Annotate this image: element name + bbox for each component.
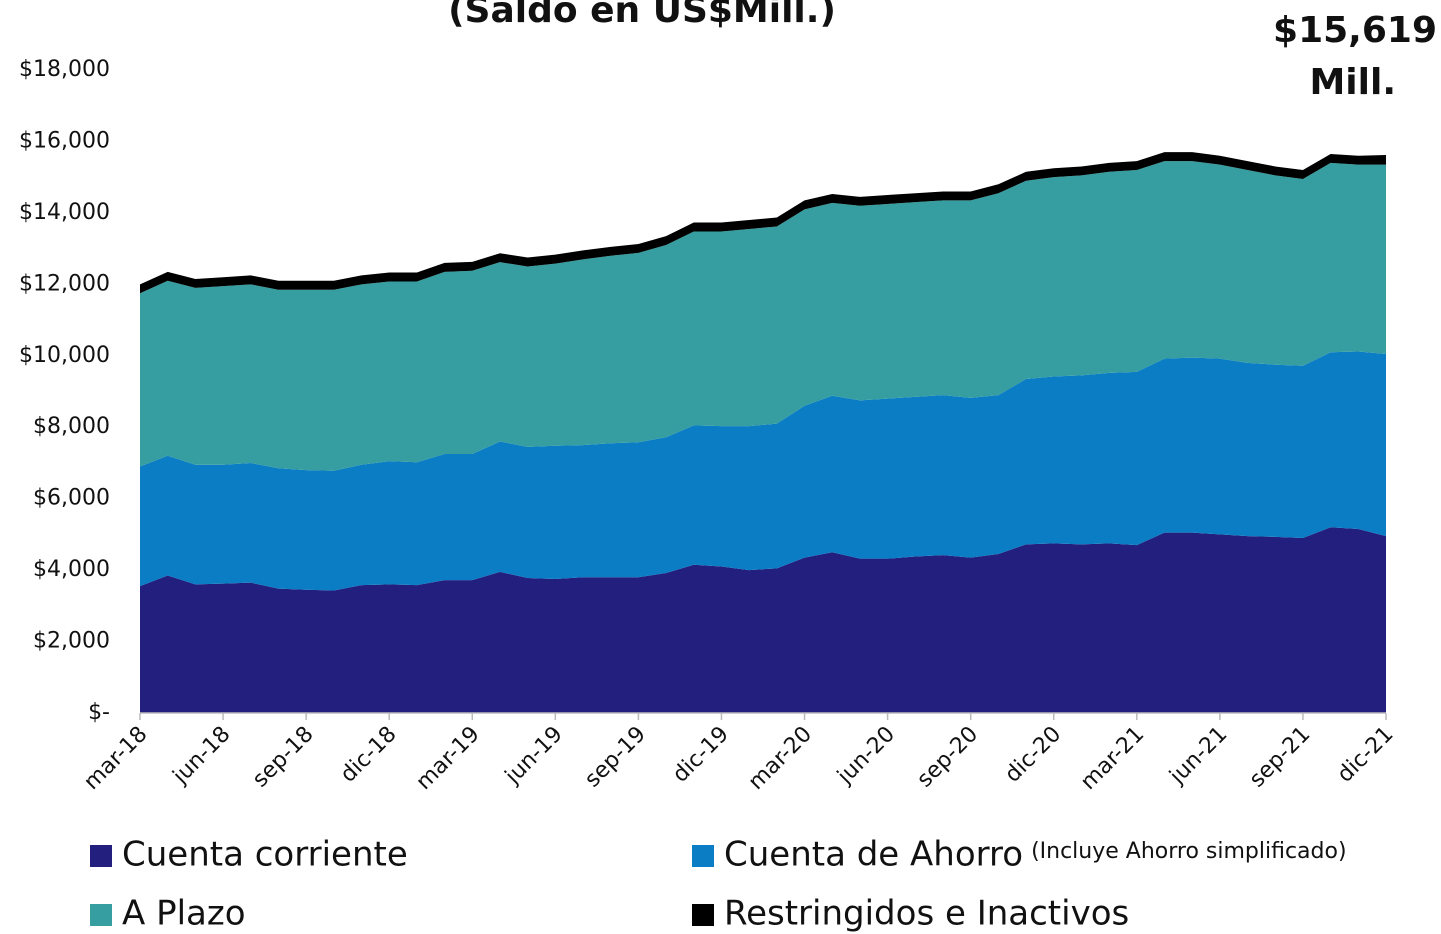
- x-tick-label: sep-20: [913, 722, 984, 793]
- y-tick-label: $16,000: [19, 128, 110, 153]
- area: [140, 527, 1386, 713]
- y-tick-label: $14,000: [19, 200, 110, 225]
- y-tick-label: $8,000: [33, 414, 110, 439]
- x-tick-label: dic-18: [336, 722, 402, 788]
- annotation: Mill.: [1309, 62, 1396, 103]
- y-tick-label: $-: [88, 700, 110, 725]
- legend-swatch: [90, 904, 112, 926]
- y-tick-label: $4,000: [33, 557, 110, 582]
- legend-label: Restringidos e Inactivos: [724, 894, 1129, 934]
- y-tick-label: $2,000: [33, 629, 110, 654]
- legend-label: Cuenta de Ahorro: [724, 835, 1023, 875]
- annotation: $15,619: [1273, 10, 1437, 51]
- legend-swatch: [692, 845, 714, 867]
- x-tick-label: dic-21: [1333, 722, 1399, 788]
- x-tick-label: mar-21: [1076, 722, 1149, 795]
- x-tick-label: jun-19: [500, 722, 568, 790]
- legend-label: A Plazo: [122, 894, 246, 934]
- x-tick-label: sep-19: [580, 722, 651, 793]
- x-tick-label: sep-18: [248, 722, 319, 793]
- area: [140, 161, 1386, 471]
- y-tick-label: $12,000: [19, 271, 110, 296]
- x-tick-label: dic-19: [668, 722, 734, 788]
- x-tick-label: jun-21: [1165, 722, 1233, 790]
- area: [140, 152, 1386, 294]
- legend-label: Cuenta corriente: [122, 835, 408, 875]
- y-tick-label: $10,000: [19, 343, 110, 368]
- x-tick-label: sep-21: [1245, 722, 1316, 793]
- x-tick-label: jun-18: [168, 722, 236, 790]
- x-tick-label: dic-20: [1000, 722, 1066, 788]
- y-tick-label: $18,000: [19, 57, 110, 82]
- legend-swatch: [692, 904, 714, 926]
- x-tick-label: mar-20: [744, 722, 817, 795]
- chart-title: (Saldo en US$Mill.): [448, 0, 836, 31]
- legend-swatch: [90, 845, 112, 867]
- y-tick-label: $6,000: [33, 486, 110, 511]
- legend-note: (Incluye Ahorro simplificado): [1031, 839, 1346, 864]
- area: [140, 351, 1386, 591]
- x-tick-label: mar-19: [412, 722, 485, 795]
- x-tick-label: mar-18: [79, 722, 152, 795]
- x-tick-label: jun-20: [832, 722, 900, 790]
